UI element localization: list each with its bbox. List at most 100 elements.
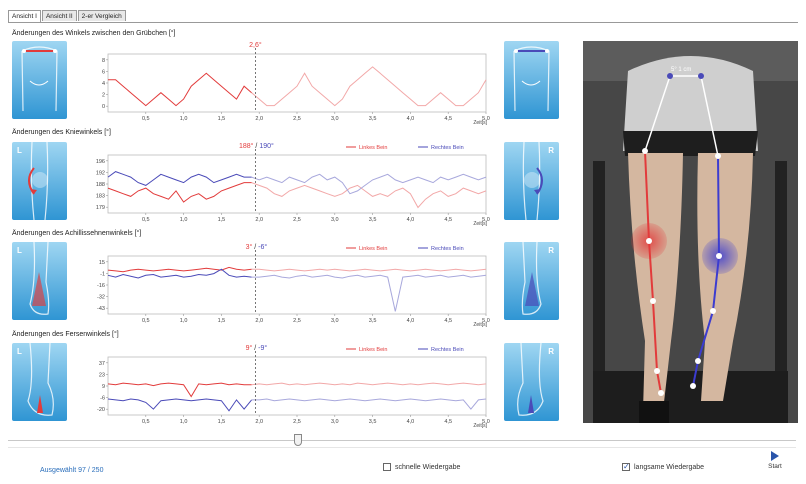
slow-playback-checkbox[interactable]: ✓ langsame Wiedergabe — [622, 463, 704, 471]
series-line-remaining — [251, 268, 487, 272]
panel-title-grubchen: Änderungen des Winkels zwischen den Grüb… — [12, 30, 176, 37]
panel-title-ferse: Änderungen des Fersenwinkels [°] — [12, 331, 119, 338]
y-tick-label: -1 — [100, 271, 105, 277]
selected-label: Ausgewählt — [40, 467, 77, 474]
legend-label: Rechtes Bein — [431, 347, 464, 353]
x-tick-label: 0,5 — [142, 419, 150, 425]
left-leg-letter: L — [17, 347, 22, 356]
series-line-remaining — [251, 66, 487, 107]
plot-area — [107, 53, 487, 113]
y-tick-label: 4 — [102, 81, 105, 87]
x-tick-label: 1,0 — [180, 419, 188, 425]
timeline-slider-thumb[interactable] — [294, 434, 302, 446]
timeline-slider-track[interactable] — [8, 440, 796, 441]
slow-playback-box[interactable]: ✓ — [622, 462, 630, 471]
chart-knie: 196 192 188 183 179 0,5 1,0 1,5 2,0 2,5 3,0 3,5 4,0 4… — [90, 139, 500, 227]
x-tick-label: 4,0 — [407, 217, 415, 223]
view-tabs: Ansicht I Ansicht II 2-er Vergleich — [8, 10, 127, 22]
x-tick-label: 3,5 — [369, 116, 377, 122]
thumb-right-achilles: R — [504, 242, 559, 320]
x-tick-label: 1,0 — [180, 217, 188, 223]
x-tick-label: 3,0 — [331, 217, 339, 223]
x-axis-unit: Zeit[s] — [473, 423, 487, 429]
y-tick-label: 179 — [96, 205, 105, 211]
right-leg-letter: R — [548, 246, 554, 255]
x-tick-label: 0,5 — [142, 318, 150, 324]
x-tick-label: 3,5 — [369, 318, 377, 324]
thumb-right-heel: R — [504, 343, 559, 421]
thumb-left-heel: L — [12, 343, 67, 421]
x-tick-label: 3,0 — [331, 318, 339, 324]
tab-vergleich[interactable]: 2-er Vergleich — [77, 10, 126, 21]
left-leg-letter: L — [17, 246, 22, 255]
hips-illustration-icon — [12, 41, 67, 119]
tab-ansicht-2[interactable]: Ansicht II — [41, 10, 77, 21]
y-tick-label: 192 — [96, 170, 105, 176]
plot-area — [107, 154, 487, 214]
series-line-remaining — [251, 182, 487, 209]
right-leg-letter: R — [548, 146, 554, 155]
runner-legs-image: 5° 1 cm — [583, 41, 798, 423]
x-tick-label: 1,5 — [218, 217, 226, 223]
cursor-value-left: 9° — [246, 344, 253, 352]
x-tick-label: 1,5 — [218, 116, 226, 122]
x-tick-label: 3,0 — [331, 419, 339, 425]
y-tick-label: 6 — [102, 69, 105, 75]
fast-playback-label: schnelle Wiedergabe — [395, 463, 461, 471]
series-line-played — [107, 182, 252, 203]
series-line-played — [108, 72, 252, 107]
x-tick-label: 1,0 — [180, 318, 188, 324]
legend-label: Linkes Bein — [359, 347, 387, 353]
plot-area — [107, 356, 487, 416]
achilles-illustration-icon — [12, 242, 67, 320]
cursor-value-left: 188° — [239, 142, 254, 150]
x-tick-label: 2,5 — [293, 116, 301, 122]
thumb-right-hips — [504, 41, 559, 119]
treadmill-photo: 5° 1 cm — [583, 41, 798, 423]
x-tick-label: 1,5 — [218, 318, 226, 324]
legend-label: Rechtes Bein — [431, 145, 464, 151]
series-line-remaining — [251, 382, 487, 386]
x-tick-label: 0,5 — [142, 217, 150, 223]
cursor-value-right: -6° — [258, 243, 267, 251]
hips-illustration-icon — [504, 41, 559, 119]
y-tick-label: -43 — [97, 306, 105, 312]
series-line-remaining — [251, 274, 487, 312]
cursor-value-label: 2,6° — [249, 41, 262, 49]
heel-illustration-icon — [504, 343, 559, 421]
measure-label: 5° 1 cm — [671, 67, 691, 73]
y-tick-label: 196 — [96, 159, 105, 165]
tab-ansicht-1[interactable]: Ansicht I — [8, 10, 41, 22]
series-line-played — [107, 398, 252, 412]
chart-knie-svg: 196 192 188 183 179 0,5 1,0 1,5 2,0 2,5 3,0 3,5 4,0 4… — [96, 142, 490, 227]
panel-title-achilles: Änderungen des Achillissehnenwinkels [°] — [12, 230, 142, 237]
chart-achilles: 15 -1 -16 -32 -43 0,5 1,0 1,5 2,0 2,5 3,0 3,5 4,0 4,5… — [90, 240, 500, 328]
fast-playback-box[interactable] — [383, 463, 391, 471]
legend-label: Rechtes Bein — [431, 246, 464, 252]
y-tick-label: 188 — [96, 182, 105, 188]
heel-illustration-icon — [12, 343, 67, 421]
x-tick-label: 2,0 — [255, 318, 263, 324]
x-tick-label: 2,0 — [255, 217, 263, 223]
x-tick-label: 2,5 — [293, 217, 301, 223]
x-tick-label: 3,5 — [369, 217, 377, 223]
series-line-played — [107, 266, 252, 273]
series-line-played — [107, 382, 252, 398]
x-tick-label: 5,0 — [482, 419, 490, 425]
start-button[interactable]: Start — [764, 451, 786, 470]
right-leg-letter: R — [548, 347, 554, 356]
series-line-played — [107, 268, 252, 279]
chart-ferse-svg: 37 23 9 -6 -20 0,5 1,0 1,5 2,0 2,5 3,0 3,5 4,0 4,5 5,0… — [97, 344, 490, 429]
knee-illustration-icon — [12, 142, 67, 220]
series-line-remaining — [251, 173, 487, 195]
cursor-value-sep: / — [253, 143, 259, 150]
series-line-played — [107, 171, 252, 186]
legend-label: Linkes Bein — [359, 246, 387, 252]
fast-playback-checkbox[interactable]: schnelle Wiedergabe — [383, 463, 460, 471]
x-axis-unit: Zeit[s] — [473, 120, 487, 126]
cursor-value-right: 190° — [259, 142, 274, 150]
x-tick-label: 4,5 — [444, 419, 452, 425]
thumb-right-knee: R — [504, 142, 559, 220]
legend-label: Linkes Bein — [359, 145, 387, 151]
x-tick-label: 4,0 — [407, 318, 415, 324]
